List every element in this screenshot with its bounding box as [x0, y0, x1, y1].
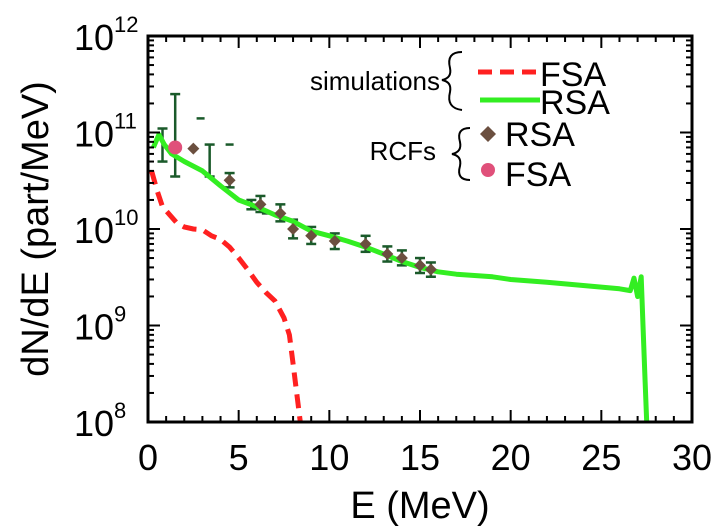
legend-rcf-fsa: FSA — [505, 156, 571, 194]
legend-rcf-rsa-marker — [480, 126, 496, 142]
x-tick-labels: 0 5 10 15 20 25 30 — [138, 437, 712, 478]
legend-sim-fsa: FSA — [540, 56, 606, 94]
legend-brace-rcfs — [451, 127, 471, 181]
legend-rcf-rsa: RSA — [505, 116, 575, 154]
x-axis-title: E (MeV) — [350, 485, 489, 527]
legend: simulations FSA RSA RCFs RSA FSA — [310, 51, 610, 194]
rcf-rsa-point — [254, 198, 267, 211]
x-tick-label: 25 — [581, 437, 621, 478]
y-tick-label: 109 — [74, 302, 126, 348]
rcf-fsa-markers — [168, 140, 183, 155]
rcf-rsa-point — [359, 237, 372, 250]
rcf-rsa-point — [328, 235, 341, 248]
y-tick-label: 1011 — [74, 109, 137, 155]
rcf-rsa-point — [187, 142, 200, 155]
rcf-rsa-point — [414, 259, 426, 272]
rcf-fsa-error-bar — [170, 92, 181, 178]
rcf-fsa-point — [168, 140, 183, 155]
y-tick-label: 1012 — [74, 12, 139, 58]
legend-sim-rsa: RSA — [540, 84, 610, 122]
legend-rcf-fsa-marker — [481, 163, 495, 177]
rcf-rsa-markers — [187, 142, 437, 276]
legend-brace-simulations — [441, 51, 463, 111]
rcf-rsa-point — [223, 174, 236, 187]
x-tick-label: 15 — [400, 437, 440, 478]
ticks — [147, 35, 693, 423]
rcf-rsa-point — [395, 252, 408, 265]
rcf-rsa-point — [305, 229, 318, 242]
rcf-rsa-point — [274, 207, 287, 220]
y-tick-labels: 108 109 1010 1011 1012 — [74, 12, 139, 444]
y-axis-title: dN/dE (part/MeV) — [15, 81, 57, 377]
x-tick-label: 0 — [138, 437, 158, 478]
x-tick-label: 30 — [672, 437, 712, 478]
legend-group-simulations: simulations — [310, 66, 440, 96]
x-tick-label: 20 — [491, 437, 531, 478]
rcf-rsa-point — [381, 248, 394, 261]
y-tick-label: 1010 — [74, 205, 139, 251]
x-tick-label: 10 — [309, 437, 349, 478]
x-tick-label: 5 — [229, 437, 249, 478]
error-bars — [157, 92, 436, 279]
rcf-rsa-point — [424, 263, 437, 276]
legend-group-rcfs: RCFs — [370, 136, 436, 166]
plot-content — [149, 92, 650, 422]
fsa-simulation-line — [149, 170, 303, 422]
y-tick-label: 108 — [74, 398, 126, 444]
rcf-rsa-point — [287, 223, 300, 235]
